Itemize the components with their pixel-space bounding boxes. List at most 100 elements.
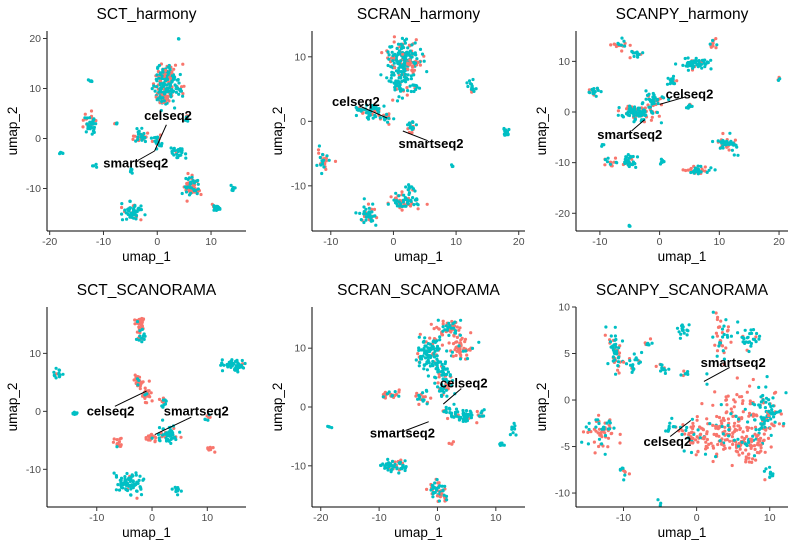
point (726, 417, 731, 421)
scatter-points (587, 36, 782, 228)
point (680, 432, 684, 437)
point (447, 333, 451, 337)
point (684, 428, 688, 432)
x-tick-label: 20 (773, 236, 785, 248)
cluster-15 (435, 492, 449, 503)
point (422, 367, 426, 371)
point (637, 52, 641, 57)
point (450, 164, 454, 169)
point (690, 417, 695, 421)
point (420, 52, 425, 56)
point (455, 325, 459, 329)
point (410, 68, 414, 72)
point (438, 335, 442, 339)
point (446, 416, 450, 421)
point (452, 326, 456, 330)
point (137, 478, 141, 482)
point (167, 70, 171, 74)
point (694, 56, 698, 61)
point (397, 471, 401, 475)
cluster-14 (664, 416, 678, 433)
point (135, 489, 139, 493)
point (699, 164, 703, 168)
point (458, 326, 462, 330)
point (146, 131, 150, 135)
cluster-3 (406, 58, 422, 77)
point (751, 377, 755, 382)
point (713, 390, 717, 394)
point (220, 369, 225, 373)
cluster-8 (406, 120, 418, 135)
point (215, 204, 219, 208)
cluster-6 (628, 49, 645, 60)
point (432, 347, 436, 351)
point (195, 192, 199, 196)
point (764, 385, 768, 389)
point (448, 373, 452, 377)
point (140, 138, 144, 142)
point (660, 363, 664, 367)
point (631, 160, 636, 164)
point (614, 337, 618, 342)
point (668, 421, 672, 425)
point (404, 80, 408, 84)
point (738, 427, 742, 432)
point (507, 127, 511, 132)
point (419, 348, 424, 352)
point (155, 79, 159, 83)
point (691, 65, 696, 69)
point (380, 51, 384, 55)
point (724, 318, 728, 322)
point (133, 134, 137, 138)
point (447, 441, 451, 445)
point (685, 333, 689, 337)
x-axis-label: umap_1 (394, 525, 443, 540)
point (458, 357, 463, 361)
point (153, 440, 157, 444)
panel-title: SCRAN_harmony (357, 6, 480, 23)
point (607, 427, 612, 431)
point (461, 349, 465, 353)
point (160, 433, 165, 437)
point (406, 89, 410, 93)
point (433, 481, 437, 485)
point (440, 332, 444, 336)
annotation-label: smartseq2 (597, 127, 662, 142)
point (162, 99, 166, 103)
point (174, 90, 178, 94)
point (740, 440, 744, 444)
point (625, 107, 629, 111)
point (448, 324, 452, 328)
point (721, 349, 725, 353)
point (157, 438, 161, 442)
point (749, 344, 753, 348)
point (176, 493, 180, 497)
scatter-points (52, 316, 247, 500)
point (619, 43, 624, 47)
point (428, 354, 432, 358)
point (725, 333, 729, 337)
point (606, 445, 610, 449)
point (771, 396, 775, 400)
x-tick-label: -10 (616, 512, 631, 524)
point (728, 446, 732, 450)
cluster-4 (665, 74, 679, 86)
point (681, 325, 685, 329)
point (379, 463, 383, 467)
point (444, 388, 448, 392)
point (753, 418, 757, 422)
cluster-15 (210, 202, 222, 212)
point (719, 403, 723, 407)
point (141, 478, 145, 482)
point (362, 220, 366, 225)
point (177, 92, 181, 96)
point (366, 202, 371, 206)
point (374, 115, 378, 119)
point (403, 67, 407, 71)
point (418, 47, 423, 52)
point (708, 42, 712, 46)
point (664, 429, 668, 433)
point (632, 54, 636, 59)
point (160, 99, 164, 103)
point (114, 488, 118, 492)
